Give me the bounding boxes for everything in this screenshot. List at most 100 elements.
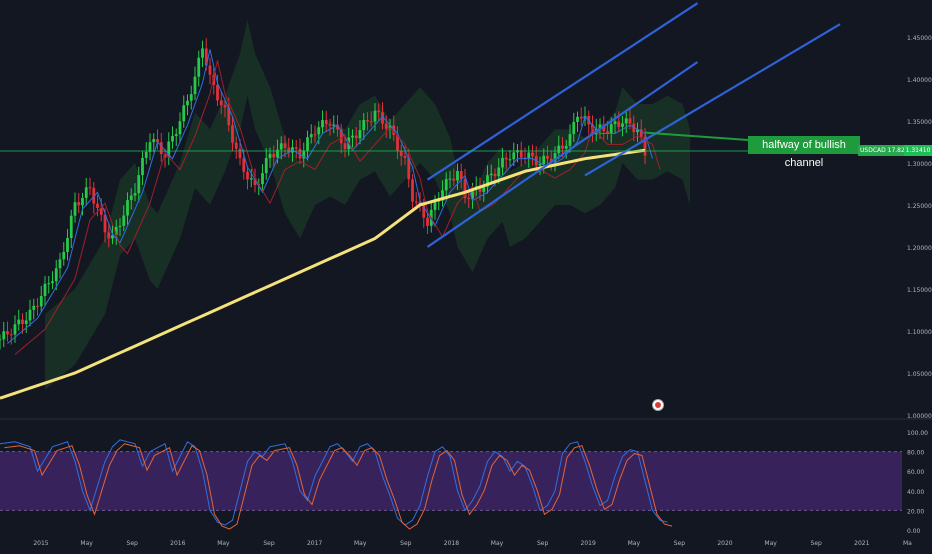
candle-body (219, 100, 223, 106)
x-tick-label: Sep (674, 540, 686, 547)
candle-body (598, 124, 602, 129)
stoch-tick-label: 0.00 (907, 528, 921, 535)
candle-body (253, 178, 257, 186)
moving-average-line (0, 148, 646, 400)
candle-body (66, 237, 69, 252)
candle-body (171, 135, 174, 142)
candle-body (418, 201, 422, 205)
candle-body (332, 124, 336, 126)
candle-body (328, 124, 332, 126)
candle-body (324, 120, 328, 125)
candle-body (283, 143, 287, 149)
candle-body (122, 215, 126, 226)
candle-body (459, 170, 463, 179)
candle-body (107, 232, 111, 239)
candle-body (471, 189, 474, 199)
last-price-label: 1.31410 (904, 145, 932, 156)
candle-body (81, 197, 84, 206)
candle-body (531, 152, 534, 157)
candle-body (216, 84, 219, 101)
candle-body (103, 214, 107, 233)
stoch-tick-label: 60.00 (907, 469, 924, 476)
x-tick-label: 2015 (33, 540, 48, 547)
candle-body (621, 123, 624, 127)
candle-body (309, 134, 313, 138)
candle-body (561, 145, 564, 149)
candle-body (493, 173, 497, 177)
candle-body (208, 65, 212, 75)
candle-body (234, 142, 238, 149)
candle-body (467, 198, 471, 200)
candle-body (452, 178, 456, 181)
x-tick-label: Sep (811, 540, 823, 547)
candle-body (538, 164, 542, 166)
candle-body (54, 268, 58, 282)
candle-body (643, 136, 647, 156)
price-tick-label: 1.15000 (907, 287, 932, 294)
candle-body (632, 123, 636, 133)
x-tick-label: May (764, 540, 777, 547)
candle-body (313, 134, 317, 136)
x-tick-label: 2018 (444, 540, 459, 547)
candle-body (73, 202, 77, 216)
candle-body (88, 187, 92, 189)
x-tick-label: 2017 (307, 540, 322, 547)
candle-body (456, 170, 459, 181)
event-flag-icon[interactable] (652, 399, 664, 411)
candle-body (144, 151, 148, 158)
candle-body (433, 201, 437, 210)
candle-body (486, 175, 489, 187)
candle-body (99, 208, 103, 215)
channel-line (426, 61, 699, 248)
candle-body (568, 134, 572, 146)
candle-body (17, 319, 21, 325)
candle-body (13, 324, 17, 335)
candle-body (527, 152, 531, 158)
x-tick-label: May (628, 540, 641, 547)
candle-body (411, 179, 414, 202)
x-tick-label: Ma (903, 540, 912, 547)
candle-body (512, 152, 516, 160)
candle-body (264, 157, 268, 174)
candle-body (186, 100, 189, 106)
candle-body (362, 120, 366, 131)
candle-body (579, 116, 583, 119)
candle-body (294, 147, 298, 149)
ichimoku-cloud (45, 20, 690, 390)
candle-body (478, 186, 482, 192)
candle-body (617, 121, 621, 127)
candle-body (84, 187, 88, 198)
candle-body (223, 105, 227, 108)
x-tick-label: 2016 (170, 540, 185, 547)
candle-body (624, 118, 628, 124)
candle-body (302, 150, 306, 159)
candle-body (178, 121, 182, 135)
x-tick-label: Sep (537, 540, 549, 547)
candle-body (336, 124, 339, 130)
candle-body (24, 320, 28, 324)
candle-body (58, 259, 62, 269)
candle-body (399, 150, 403, 157)
candle-body (6, 331, 9, 335)
candle-body (613, 121, 617, 125)
x-tick-label: May (491, 540, 504, 547)
candle-body (381, 112, 384, 124)
candle-body (343, 143, 347, 150)
stoch-tick-label: 80.00 (907, 450, 924, 457)
candle-body (384, 123, 388, 129)
candle-body (189, 94, 193, 101)
candle-body (133, 193, 137, 196)
candle-body (482, 186, 486, 192)
candle-body (553, 153, 557, 162)
stoch-d-line (4, 443, 673, 530)
candle-body (366, 120, 369, 122)
stoch-tick-label: 40.00 (907, 489, 924, 496)
candle-body (47, 283, 51, 285)
candle-body (148, 142, 152, 152)
candle-body (137, 175, 141, 194)
annotation-label: halfway of bullish channel (748, 136, 860, 169)
candle-body (549, 158, 553, 162)
x-tick-label: 2020 (717, 540, 732, 547)
